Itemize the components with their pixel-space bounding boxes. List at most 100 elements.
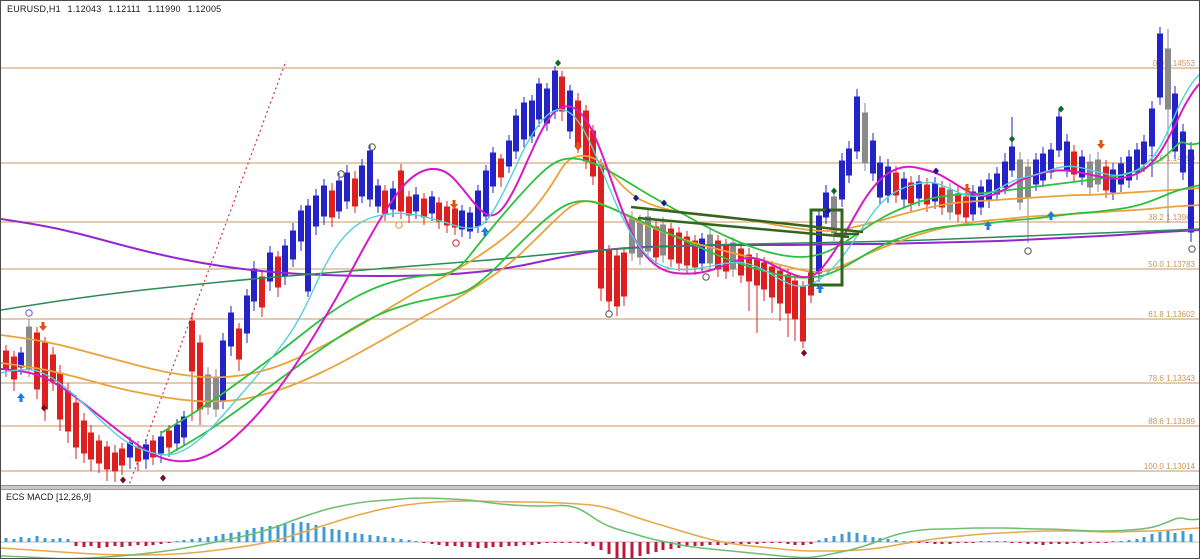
macd-histogram-bar <box>105 542 109 547</box>
macd-histogram-bar <box>599 542 603 550</box>
macd-histogram-bar <box>476 542 480 548</box>
macd-histogram-bar <box>314 525 318 542</box>
macd-canvas[interactable] <box>1 490 1199 559</box>
candle-body <box>870 140 876 174</box>
candle-body <box>467 212 473 232</box>
candle-body <box>513 115 519 152</box>
candle-body <box>1033 159 1039 185</box>
macd-histogram-bar <box>801 542 805 545</box>
macd-histogram-bar <box>159 542 163 544</box>
macd-histogram-bar <box>376 536 380 542</box>
candle-body <box>970 191 976 215</box>
candle-body <box>181 416 187 438</box>
candle-body <box>313 195 319 227</box>
candle-body <box>65 390 71 432</box>
macd-histogram-bar <box>51 539 55 542</box>
symbol-timeframe-label: EURUSD,H1 <box>7 4 61 14</box>
candle-body <box>490 152 496 187</box>
signal-circle-icon <box>452 239 460 247</box>
macd-histogram-bar <box>1158 532 1162 542</box>
candle-body <box>344 172 350 202</box>
macd-histogram-bar <box>661 542 665 550</box>
candle-body <box>908 182 914 204</box>
diamond-maroon-icon <box>120 476 126 484</box>
macd-histogram-bar <box>306 523 310 542</box>
candle-body <box>707 234 713 264</box>
macd-histogram-bar <box>987 541 991 542</box>
candle-body <box>1009 146 1015 171</box>
diamond-navy-icon <box>933 167 939 175</box>
macd-histogram-bar <box>1072 542 1076 543</box>
macd-histogram-bar <box>368 535 372 542</box>
candle-body <box>421 198 427 218</box>
macd-histogram-bar <box>437 542 441 545</box>
dotted-trendline[interactable] <box>128 60 287 485</box>
candle-body <box>205 374 211 408</box>
buy-arrow-icon <box>1047 211 1055 220</box>
signal-circle-icon <box>337 170 345 178</box>
candle-body <box>854 96 860 152</box>
macd-indicator-panel[interactable]: ECS MACD [12,26,9] <box>1 489 1199 559</box>
candle-body <box>150 440 156 458</box>
macd-histogram-bar <box>97 542 101 548</box>
macd-histogram-bar <box>175 541 179 542</box>
macd-histogram-bar <box>120 542 124 547</box>
macd-histogram-bar <box>568 542 572 543</box>
candle-body <box>18 352 24 368</box>
macd-histogram-bar <box>537 542 541 544</box>
quote-high: 1.12111 <box>108 4 141 14</box>
macd-histogram-bar <box>1057 542 1061 544</box>
macd-histogram-bar <box>136 542 140 545</box>
candle-body <box>336 180 342 212</box>
signal-circle-icon <box>702 273 710 281</box>
price-chart-panel[interactable]: EURUSD,H1 1.12043 1.12111 1.11990 1.1200… <box>1 1 1199 485</box>
macd-histogram-bar <box>322 527 326 542</box>
olive-trendline[interactable] <box>637 216 850 239</box>
candle-body <box>823 192 829 218</box>
candle-body <box>135 446 141 462</box>
macd-histogram-bar <box>708 542 712 545</box>
macd-histogram-bar <box>1010 542 1014 543</box>
macd-histogram-bar <box>591 542 595 546</box>
candle-body <box>1149 108 1155 147</box>
diamond-green-icon <box>1058 105 1064 113</box>
macd-histogram-bar <box>252 528 256 542</box>
macd-histogram-bar <box>4 538 8 542</box>
sell-arrow-icon <box>450 200 458 209</box>
macd-histogram-bar <box>724 542 728 545</box>
price-chart-canvas[interactable]: 0.0 1.14553 23.6 1.14190 38.2 1.13965 50.0 … <box>1 1 1199 485</box>
macd-histogram-bar <box>607 542 611 554</box>
panel-separator[interactable] <box>1 485 1199 489</box>
candle-body <box>955 193 961 215</box>
olive-trendline[interactable] <box>630 205 864 234</box>
macd-histogram-bar <box>925 542 929 543</box>
macd-histogram-bar <box>43 538 47 542</box>
candle-body <box>932 183 938 202</box>
macd-histogram-bar <box>491 542 495 547</box>
macd-histogram-bar <box>330 529 334 542</box>
ma-magenta <box>1 83 1199 463</box>
macd-histogram-bar <box>499 542 503 547</box>
macd-histogram-bar <box>1119 541 1123 542</box>
buy-arrow-icon <box>816 284 824 293</box>
macd-histogram-bar <box>1003 541 1007 542</box>
candle-body <box>96 440 102 464</box>
macd-histogram-bar <box>214 536 218 542</box>
macd-histogram-bar <box>19 537 23 542</box>
macd-histogram-bar <box>638 542 642 556</box>
candle-body <box>267 252 273 282</box>
macd-histogram-bar <box>630 542 634 558</box>
macd-histogram-bar <box>902 541 906 542</box>
candle-body <box>321 185 327 217</box>
macd-histogram-bar <box>979 541 983 542</box>
macd-histogram-bar <box>128 542 132 546</box>
candle-body <box>34 332 40 390</box>
macd-histogram-bar <box>1142 537 1146 542</box>
fib-level-label: 100.0 1.13014 <box>1144 462 1196 471</box>
quote-low: 1.11990 <box>147 4 181 14</box>
macd-histogram-bar <box>291 523 295 542</box>
macd-histogram-bar <box>82 542 86 547</box>
candle-body <box>127 442 133 458</box>
macd-histogram-bar <box>1034 542 1038 544</box>
